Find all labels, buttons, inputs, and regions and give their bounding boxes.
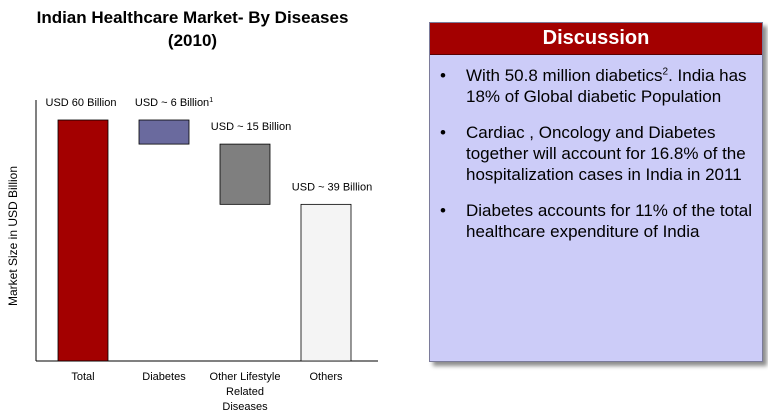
chart-title-line-2: (2010) xyxy=(167,31,218,50)
bullet-icon: • xyxy=(440,123,446,142)
y-axis-label: Market Size in USD Billion xyxy=(6,166,20,306)
data-label: USD ~ 15 Billion xyxy=(211,121,291,133)
category-label: Others xyxy=(309,371,343,383)
category-labels-group: Total Diabetes Other Lifestyle Related Disea… xyxy=(71,371,343,413)
bullet-icon: • xyxy=(440,201,446,220)
bar-other-lifestyle-related-diseases xyxy=(219,143,271,205)
bar-diabetes xyxy=(138,119,190,145)
category-label: Diabetes xyxy=(142,371,186,383)
bars-group xyxy=(57,119,352,362)
chart-title-line-1: Indian Healthcare Market- By Diseases xyxy=(36,8,349,27)
discussion-item: • Diabetes accounts for 11% of the total… xyxy=(440,201,753,241)
discussion-list: • With 50.8 million diabetics2. India ha… xyxy=(430,65,762,257)
bar-labels-group: USD 60 Billion USD ~ 6 Billion1 USD ~ 15 B… xyxy=(46,97,373,193)
bar-total xyxy=(57,119,109,362)
bullet-icon: • xyxy=(440,66,446,85)
discussion-item: • With 50.8 million diabetics2. India ha… xyxy=(440,66,747,106)
category-label: Other Lifestyle Related Diseases xyxy=(210,371,281,413)
discussion-panel: Discussion • With 50.8 million diabetics… xyxy=(429,22,763,362)
discussion-item: • Cardiac , Oncology and Diabetes togeth… xyxy=(440,123,746,184)
category-label: Total xyxy=(71,371,94,383)
waterfall-chart: Market Size in USD Billion USD 60 Billio… xyxy=(6,97,378,413)
chart-title: Indian Healthcare Market- By Diseases (2… xyxy=(0,6,385,52)
bar-others xyxy=(300,203,352,362)
discussion-header: Discussion xyxy=(430,23,762,55)
data-label: USD ~ 39 Billion xyxy=(292,181,372,193)
data-label: USD 60 Billion xyxy=(46,97,117,109)
data-label: USD ~ 6 Billion1 xyxy=(135,97,213,109)
